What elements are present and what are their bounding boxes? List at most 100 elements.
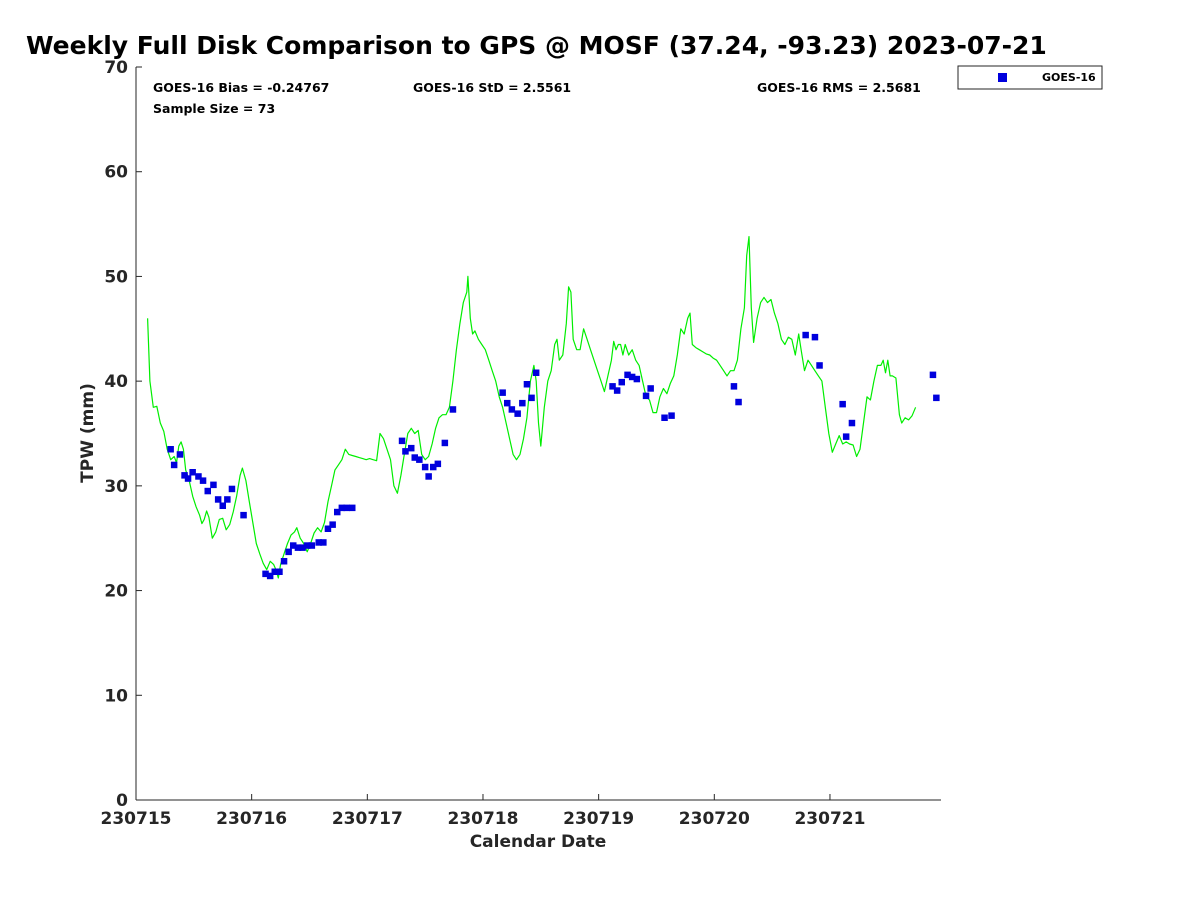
y-tick-label: 70 xyxy=(104,58,128,78)
goes-16-point xyxy=(315,539,322,546)
goes-16-point xyxy=(434,460,442,468)
goes-16-point xyxy=(514,410,521,417)
goes-16-point xyxy=(730,383,738,390)
goes-16-point xyxy=(408,444,415,452)
goes-16-point xyxy=(271,568,278,575)
goes-16-point xyxy=(280,558,288,565)
goes-16-point xyxy=(523,381,531,388)
goes-16-point xyxy=(276,568,283,575)
goes-16-point xyxy=(219,502,226,509)
goes-16-point xyxy=(618,378,625,386)
x-tick-label: 230716 xyxy=(216,809,287,829)
goes-16-point xyxy=(285,548,292,556)
legend-box xyxy=(957,65,1103,90)
std-stat: GOES-16 StD = 2.5561 xyxy=(413,80,571,95)
x-tick-label: 230718 xyxy=(447,809,518,829)
goes-16-point xyxy=(176,451,184,458)
goes-16-point xyxy=(668,412,675,419)
goes-16-point xyxy=(204,487,211,495)
goes-16-point xyxy=(933,394,940,402)
y-tick-label: 50 xyxy=(104,267,128,287)
x-tick-label: 230717 xyxy=(332,809,403,829)
goes-16-point xyxy=(449,406,457,413)
goes-16-point xyxy=(441,439,449,447)
goes-16-point xyxy=(240,511,247,519)
goes-16-point xyxy=(224,496,231,503)
goes-16-point xyxy=(338,504,346,512)
x-tick-label: 230715 xyxy=(101,809,172,829)
legend: GOES-16 xyxy=(957,65,1103,90)
goes-16-point xyxy=(842,433,850,440)
goes-16-point xyxy=(504,399,511,407)
goes-16-point xyxy=(624,371,631,379)
sample-size-stat: Sample Size = 73 xyxy=(153,101,275,116)
goes-16-point xyxy=(613,387,621,394)
goes-16-point xyxy=(189,469,196,476)
goes-16-point xyxy=(528,394,535,402)
goes-16-point xyxy=(349,504,356,512)
goes-16-point xyxy=(411,454,418,461)
x-tick-label: 230721 xyxy=(794,809,865,829)
goes-16-point xyxy=(299,544,306,551)
goes-16-point xyxy=(228,485,236,493)
y-axis-label: TPW (mm) xyxy=(78,383,98,483)
goes-16-point xyxy=(181,472,188,479)
goes-16-point xyxy=(266,572,274,580)
y-tick-label: 0 xyxy=(116,791,128,811)
y-ticks: 0 10 20 30 40 50 60 70 xyxy=(104,58,142,811)
goes-16-point xyxy=(661,414,668,421)
legend-marker xyxy=(998,73,1007,82)
goes-16-point xyxy=(628,373,636,381)
x-axis-label: Calendar Date xyxy=(470,832,607,852)
goes-16-point xyxy=(343,504,350,512)
goes-16-point xyxy=(329,521,336,528)
goes-16-point xyxy=(508,406,516,413)
goes-16-point xyxy=(425,473,432,480)
goes-16-point xyxy=(199,477,207,484)
y-tick-label: 30 xyxy=(104,477,128,497)
goes-16-point xyxy=(839,400,846,408)
x-ticks: 230715 230716 230717 230718 230719 230720 2307… xyxy=(101,794,865,829)
y-tick-label: 20 xyxy=(104,582,128,602)
goes-16-point xyxy=(402,448,409,455)
y-tick-label: 40 xyxy=(104,372,128,392)
x-tick-label: 230719 xyxy=(563,809,634,829)
goes-16-point xyxy=(308,542,316,549)
goes-16-point xyxy=(195,473,202,480)
goes-16-point xyxy=(430,463,437,471)
goes-16-point xyxy=(290,542,297,549)
goes-16-point xyxy=(294,544,302,551)
y-tick-label: 60 xyxy=(104,163,128,183)
goes-16-series xyxy=(167,331,940,580)
goes-16-point xyxy=(929,371,937,379)
goes-16-point xyxy=(609,383,616,390)
goes-16-point xyxy=(210,481,217,489)
goes-16-point xyxy=(647,385,654,392)
chart-title: Weekly Full Disk Comparison to GPS @ MOS… xyxy=(26,31,1047,60)
goes-16-point xyxy=(811,333,819,341)
legend-label: GOES-16 xyxy=(1042,71,1096,84)
goes-16-point xyxy=(499,389,506,396)
goes-16-point xyxy=(802,331,809,339)
goes-16-point xyxy=(334,508,341,516)
goes-16-point xyxy=(519,399,526,407)
goes-16-point xyxy=(421,463,429,471)
goes-16-point xyxy=(416,456,423,463)
goes-16-point xyxy=(170,461,178,469)
goes-16-point xyxy=(262,570,269,578)
rms-stat: GOES-16 RMS = 2.5681 xyxy=(757,80,921,95)
goes-16-point xyxy=(324,525,332,532)
goes-16-point xyxy=(167,446,174,453)
goes-16-point xyxy=(398,437,406,445)
goes-16-point xyxy=(633,375,641,383)
x-tick-label: 230720 xyxy=(679,809,750,829)
goes-16-point xyxy=(214,496,222,503)
goes-16-point xyxy=(642,392,650,400)
goes-16-point xyxy=(735,398,742,406)
goes-16-point xyxy=(303,542,311,549)
goes-16-point xyxy=(816,362,823,369)
bias-stat: GOES-16 Bias = -0.24767 xyxy=(153,80,329,95)
goes-16-point xyxy=(532,369,540,376)
y-tick-label: 10 xyxy=(104,686,128,706)
